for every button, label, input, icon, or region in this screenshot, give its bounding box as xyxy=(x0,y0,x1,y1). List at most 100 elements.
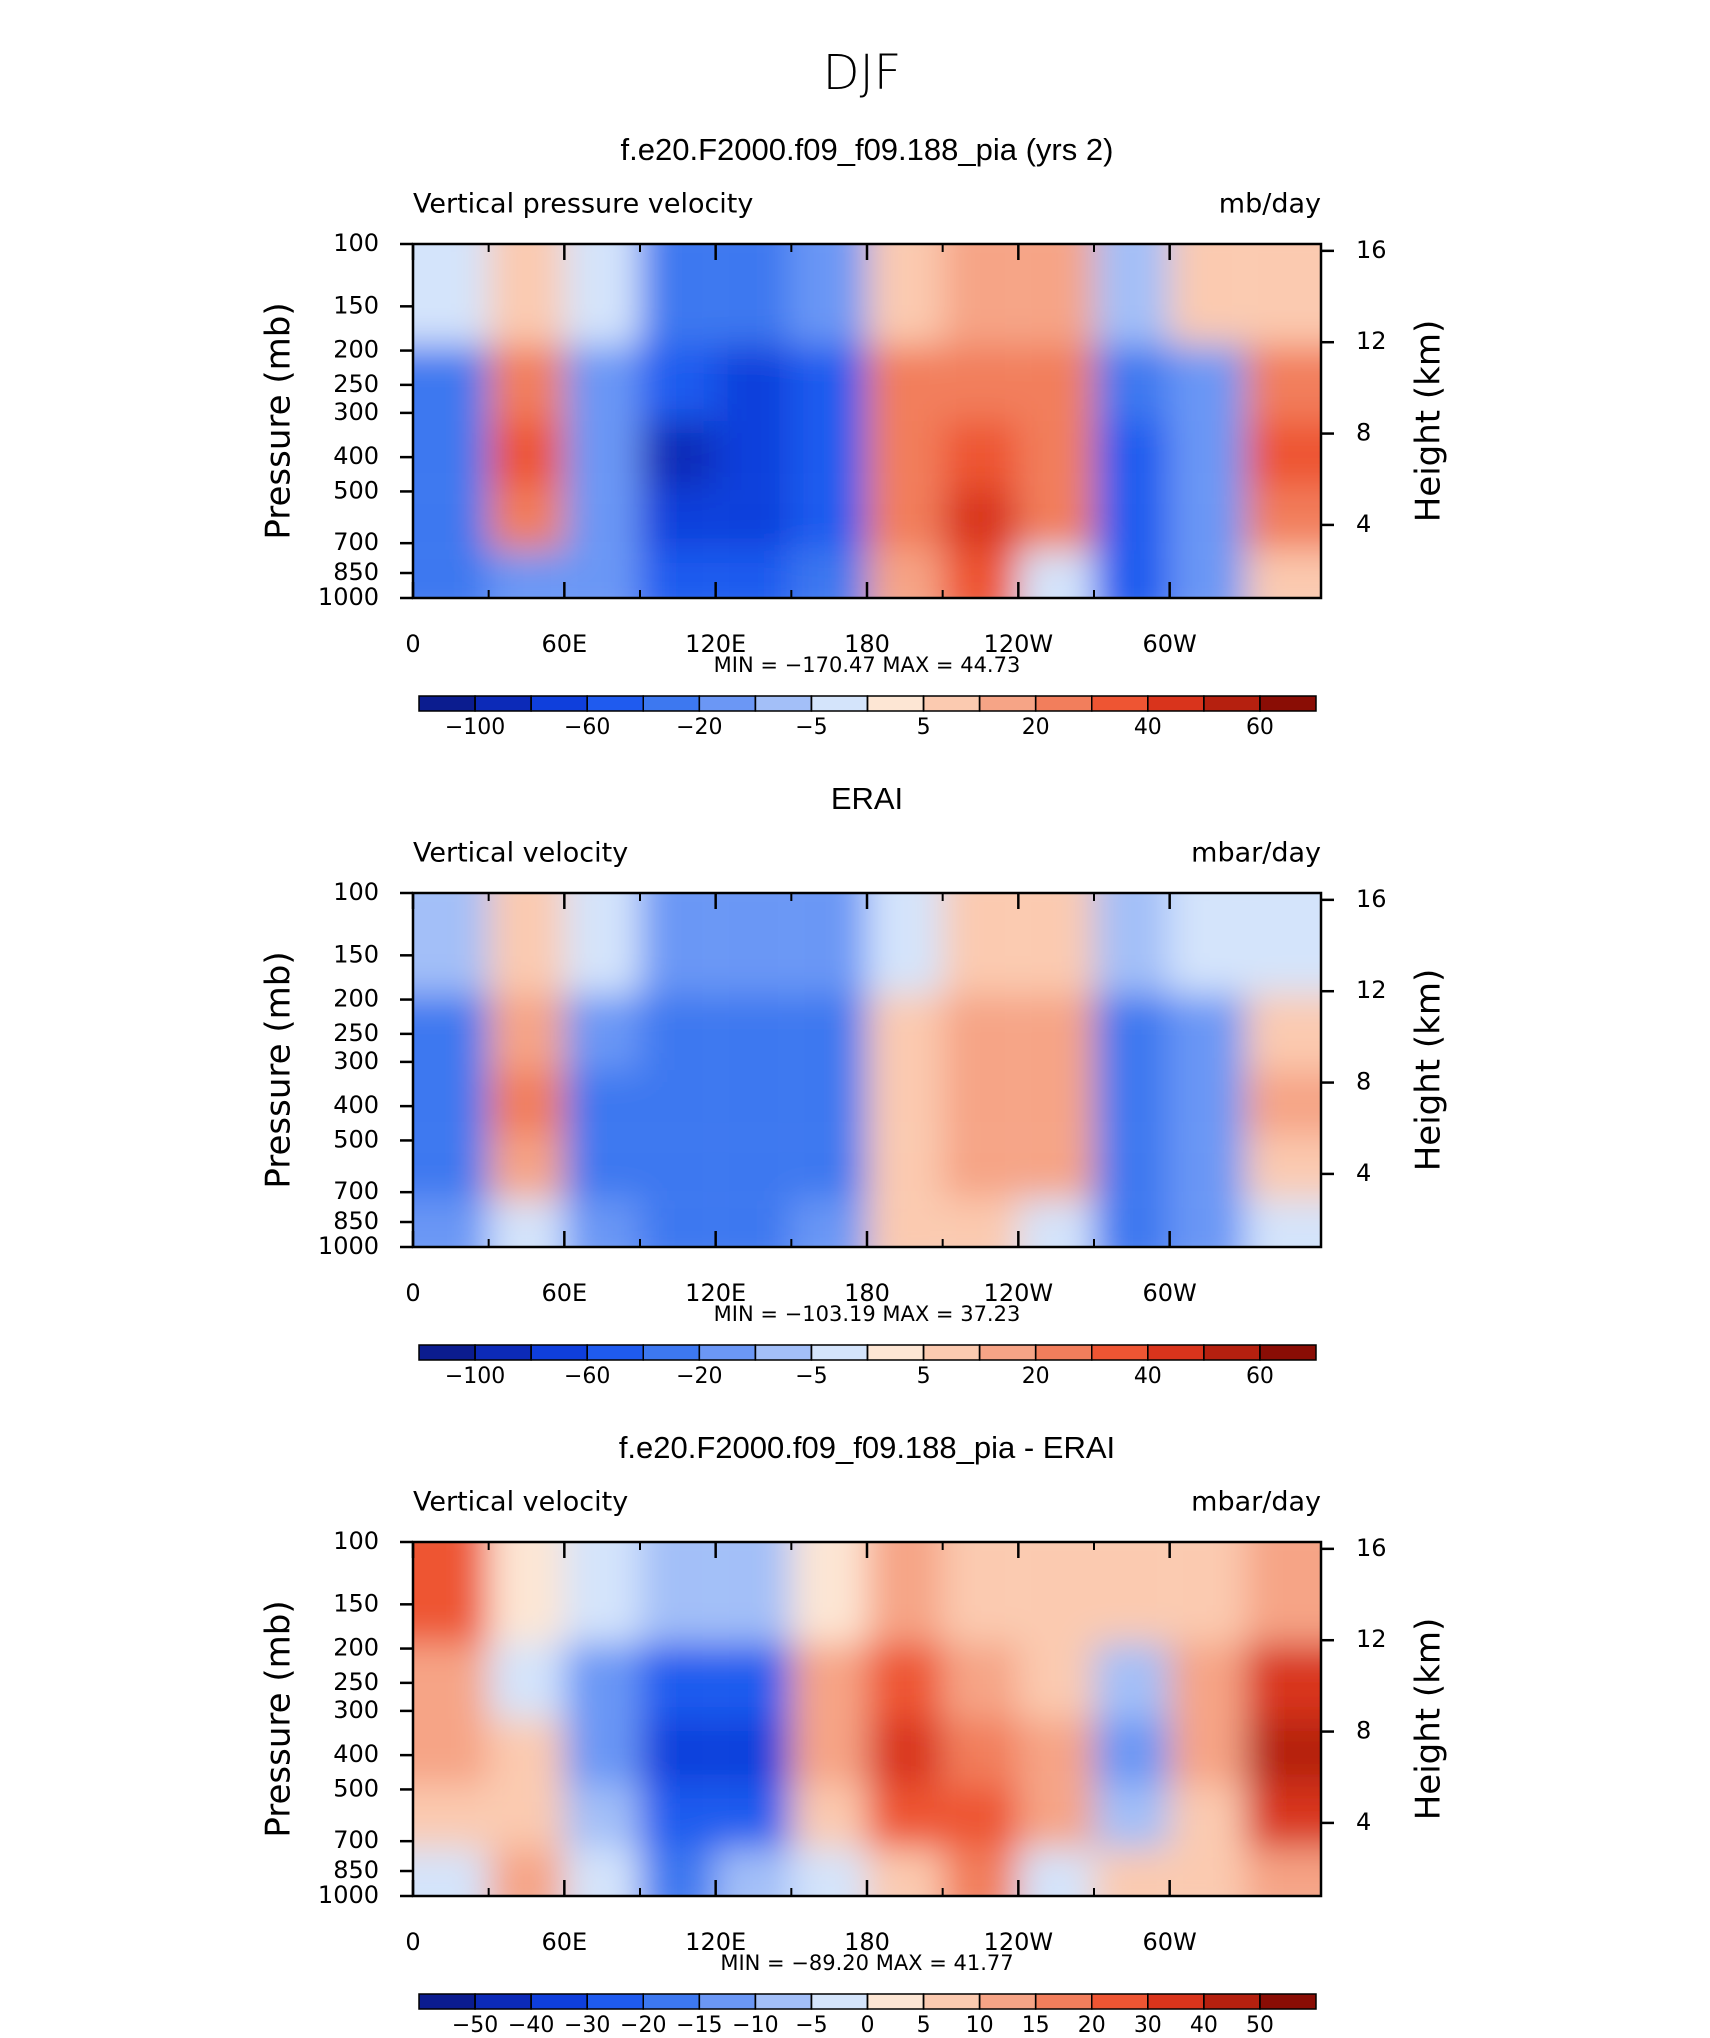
y2-axis-label: Height (km) xyxy=(1409,969,1449,1172)
field-cell xyxy=(1169,1786,1246,1849)
field-cell xyxy=(488,1137,565,1200)
x-tick-label: 180 xyxy=(844,1928,890,1956)
y-tick-label: 400 xyxy=(333,1740,379,1768)
y-tick-label: 250 xyxy=(333,370,379,398)
x-tick-label: 60E xyxy=(541,630,587,658)
field-cell xyxy=(1169,244,1246,346)
field-cell xyxy=(1245,1719,1321,1787)
colorbar-box xyxy=(586,1993,644,2010)
y-tick-label: 700 xyxy=(333,528,379,556)
field-cell xyxy=(942,1786,1019,1849)
colorbar-box xyxy=(418,1344,476,1361)
y2-tick-label: 12 xyxy=(1356,1625,1387,1653)
colorbar-box xyxy=(810,695,869,712)
field-cell xyxy=(1018,1719,1094,1787)
field-cell xyxy=(791,345,867,421)
field-cell xyxy=(942,1137,1019,1200)
field-cell xyxy=(1018,1070,1094,1138)
field-cell xyxy=(640,421,716,489)
x-tick-label: 0 xyxy=(405,630,420,658)
field-cell xyxy=(488,1643,565,1719)
field-cell xyxy=(867,1719,943,1787)
y-tick-label: 400 xyxy=(333,1091,379,1119)
y2-tick-label: 12 xyxy=(1356,976,1387,1004)
field-cell xyxy=(867,1070,943,1138)
colorbar-label: 20 xyxy=(1078,2013,1106,2038)
colorbar-label: 60 xyxy=(1246,1364,1274,1389)
figure-title: DJF xyxy=(823,45,902,101)
field-cell xyxy=(488,244,565,346)
field-cell xyxy=(488,1199,565,1247)
colorbar-box xyxy=(1259,695,1317,712)
y-tick-label: 150 xyxy=(333,940,379,968)
colorbar-box xyxy=(1034,1993,1093,2010)
field-cell xyxy=(640,1137,716,1200)
y-tick-label: 700 xyxy=(333,1177,379,1205)
field-cell xyxy=(791,244,867,346)
x-tick-label: 60W xyxy=(1143,1928,1197,1956)
field-cell xyxy=(640,893,716,995)
field-cell xyxy=(1018,1137,1094,1200)
y2-tick-label: 4 xyxy=(1356,1808,1371,1836)
colorbar-box xyxy=(1147,695,1205,712)
right-label: mbar/day xyxy=(1191,838,1321,869)
field-cell xyxy=(791,550,867,598)
field-cell xyxy=(1245,1070,1321,1138)
colorbar-label: 15 xyxy=(1022,2013,1050,2038)
field-cell xyxy=(867,488,943,551)
colorbar-box xyxy=(1147,1344,1205,1361)
y-tick-label: 500 xyxy=(333,1125,379,1153)
field-cell xyxy=(942,1848,1019,1896)
field-cell xyxy=(413,244,489,346)
field-cell xyxy=(1094,1542,1170,1644)
field-cell xyxy=(564,1786,640,1849)
field-cell xyxy=(413,345,489,421)
field-cell xyxy=(867,1199,943,1247)
field-cell xyxy=(791,1542,867,1644)
field-cell xyxy=(942,1070,1019,1138)
field-cell xyxy=(488,1786,565,1849)
field-cells xyxy=(413,244,1321,598)
field-cell xyxy=(488,1542,565,1644)
y-tick-label: 100 xyxy=(333,1527,379,1555)
colorbar-label: 40 xyxy=(1134,715,1162,740)
field-cell xyxy=(1245,994,1321,1070)
colorbar-box xyxy=(642,1993,701,2010)
panel-title: ERAI xyxy=(831,781,903,816)
field-cell xyxy=(942,421,1019,489)
colorbar-label: 5 xyxy=(917,2013,931,2038)
field-cell xyxy=(1094,421,1170,489)
colorbar-box xyxy=(1034,695,1093,712)
left-label: Vertical pressure velocity xyxy=(413,189,753,220)
field-cell xyxy=(867,550,943,598)
field-cell xyxy=(1169,994,1246,1070)
colorbar-label: 10 xyxy=(966,2013,994,2038)
y-tick-label: 100 xyxy=(333,229,379,257)
field-cell xyxy=(791,893,867,995)
field-cell xyxy=(488,1070,565,1138)
field-cell xyxy=(1094,1786,1170,1849)
field-cell xyxy=(1094,244,1170,346)
field-cell xyxy=(413,1137,489,1200)
y-tick-label: 250 xyxy=(333,1019,379,1047)
x-tick-label: 120E xyxy=(685,1928,746,1956)
right-label: mb/day xyxy=(1219,189,1321,220)
field-cell xyxy=(1094,893,1170,995)
field-cell xyxy=(715,994,792,1070)
field-cell xyxy=(413,421,489,489)
field-cell xyxy=(942,244,1019,346)
field-cell xyxy=(640,1719,716,1787)
field-cell xyxy=(413,1199,489,1247)
y2-axis-label: Height (km) xyxy=(1409,320,1449,523)
field-cell xyxy=(942,994,1019,1070)
field-cell xyxy=(564,244,640,346)
colorbar-box xyxy=(1091,695,1149,712)
field-cell xyxy=(1245,1786,1321,1849)
colorbar-box xyxy=(530,1344,588,1361)
field-cell xyxy=(1169,345,1246,421)
y-tick-label: 500 xyxy=(333,476,379,504)
colorbar-box xyxy=(922,1993,981,2010)
field-cell xyxy=(1245,550,1321,598)
field-cell xyxy=(942,1643,1019,1719)
